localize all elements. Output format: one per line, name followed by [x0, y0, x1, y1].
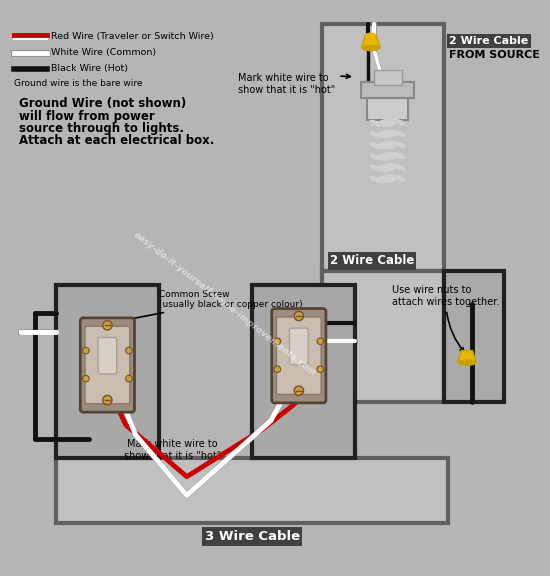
- Text: Mark white wire to
show that it is "hot": Mark white wire to show that it is "hot": [124, 439, 222, 461]
- Circle shape: [103, 395, 112, 405]
- Bar: [367, 94, 408, 120]
- Bar: [252, 285, 355, 458]
- Ellipse shape: [365, 33, 376, 37]
- Text: Mark white wire to
show that it is "hot": Mark white wire to show that it is "hot": [238, 73, 350, 95]
- Text: FROM SOURCE: FROM SOURCE: [449, 50, 540, 60]
- FancyBboxPatch shape: [272, 309, 326, 403]
- Text: easy-do-it-yourself-home-improvements.com: easy-do-it-yourself-home-improvements.co…: [131, 230, 317, 378]
- Bar: [322, 24, 444, 271]
- Polygon shape: [361, 36, 380, 48]
- Circle shape: [274, 366, 280, 373]
- Circle shape: [125, 376, 132, 382]
- FancyBboxPatch shape: [98, 338, 117, 374]
- Text: will flow from power: will flow from power: [19, 109, 155, 123]
- Bar: [56, 285, 159, 458]
- Circle shape: [103, 321, 112, 330]
- Text: Black Wire (Hot): Black Wire (Hot): [51, 64, 128, 73]
- Bar: [373, 70, 402, 85]
- Bar: [322, 271, 444, 402]
- Text: Red Wire (Traveler or Switch Wire): Red Wire (Traveler or Switch Wire): [51, 32, 214, 41]
- Text: 2 Wire Cable: 2 Wire Cable: [449, 36, 529, 46]
- Bar: [56, 458, 448, 524]
- Text: Ground Wire (not shown): Ground Wire (not shown): [19, 97, 186, 111]
- Circle shape: [294, 312, 304, 321]
- Text: Common Screw
(usually black or copper colour): Common Screw (usually black or copper co…: [117, 290, 302, 323]
- Circle shape: [294, 386, 304, 395]
- Circle shape: [82, 347, 89, 354]
- Text: Attach at each electrical box.: Attach at each electrical box.: [19, 134, 214, 147]
- Circle shape: [317, 366, 323, 373]
- Text: 2 Wire Cable: 2 Wire Cable: [329, 255, 414, 267]
- Bar: [361, 82, 414, 98]
- Circle shape: [82, 376, 89, 382]
- Bar: [444, 271, 504, 402]
- Circle shape: [125, 347, 132, 354]
- Text: 3 Wire Cable: 3 Wire Cable: [205, 530, 300, 543]
- FancyBboxPatch shape: [85, 326, 130, 404]
- Text: Ground wire is the bare wire: Ground wire is the bare wire: [14, 79, 142, 88]
- Circle shape: [317, 338, 323, 344]
- Circle shape: [274, 338, 280, 344]
- Ellipse shape: [458, 359, 476, 366]
- Text: Use wire nuts to
attach wires together.: Use wire nuts to attach wires together.: [392, 285, 499, 352]
- Ellipse shape: [361, 45, 380, 51]
- Polygon shape: [458, 351, 476, 363]
- FancyBboxPatch shape: [289, 328, 308, 365]
- FancyBboxPatch shape: [277, 317, 321, 395]
- Text: White Wire (Common): White Wire (Common): [51, 48, 157, 57]
- FancyBboxPatch shape: [80, 318, 135, 412]
- Text: source through to lights.: source through to lights.: [19, 122, 184, 135]
